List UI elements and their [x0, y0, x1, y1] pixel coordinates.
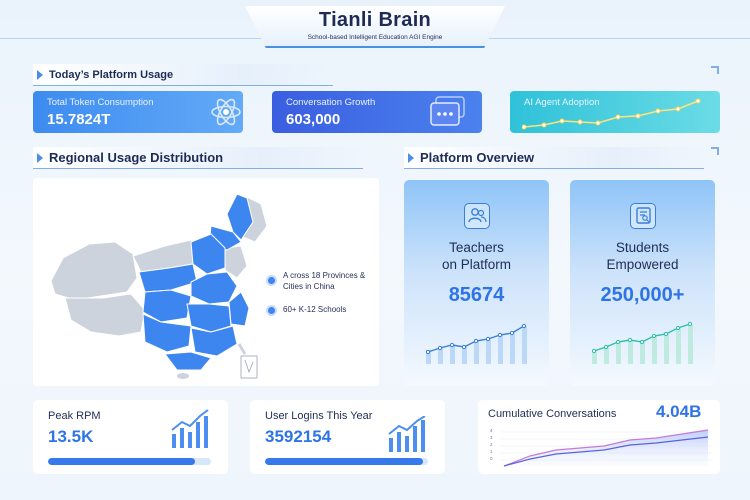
growth-bars-chart: [425, 323, 527, 364]
user-logins-card: User Logins This Year 3592154: [250, 400, 445, 474]
kpi-card-agent: AI Agent Adoption: [510, 91, 720, 133]
peak-rpm-value: 13.5K: [48, 427, 94, 446]
student-card-icon: [630, 203, 656, 229]
bar-chart-icon: [388, 416, 426, 452]
overview-value: 85674: [448, 284, 505, 306]
cumulative-conversations-card: Cumulative Conversations 4.04B 4 3 2 1 0: [478, 400, 720, 474]
regional-map-panel: A cross 18 Provinces & Cities in China 6…: [33, 178, 379, 386]
section-title-usage: Today’s Platform Usage: [33, 64, 333, 86]
header-plate: [245, 6, 505, 48]
cumulative-area-chart: [500, 429, 712, 467]
overview-value: 250,000+: [600, 284, 685, 306]
overview-title-line2: on Platform: [441, 257, 512, 272]
corner-decoration: [711, 147, 719, 155]
china-map: [50, 193, 268, 379]
kpi-card-conversation: Conversation Growth 603,000: [272, 91, 482, 133]
overview-title-line1: Teachers: [449, 240, 504, 255]
overview-title-line1: Students: [615, 240, 670, 255]
cumulative-value: 4.04B: [656, 402, 702, 421]
cumulative-label: Cumulative Conversations: [488, 408, 617, 420]
users-icon: [464, 203, 490, 229]
kpi-label: Total Token Consumption: [47, 97, 154, 108]
y-tick: 4: [490, 428, 493, 433]
user-logins-progress: [265, 458, 428, 465]
bar-chart-icon: [171, 409, 209, 448]
corner-decoration: [711, 66, 719, 74]
kpi-label: Conversation Growth: [286, 97, 376, 108]
overview-card-students: Students Empowered 250,000+: [570, 180, 715, 386]
chat-window-icon: [430, 96, 465, 126]
overview-title-line2: Empowered: [606, 257, 679, 272]
legend-dot: [268, 307, 275, 314]
kpi-card-token: Total Token Consumption 15.7824T: [33, 91, 243, 133]
y-tick: 2: [490, 442, 493, 447]
section-title-regional: Regional Usage Distribution: [33, 147, 363, 169]
page-title: Tianli Brain: [318, 9, 432, 31]
page-subtitle: School-based Intelligent Education AGI E…: [307, 34, 443, 41]
peak-rpm-label: Peak RPM: [48, 410, 101, 422]
legend-schools: 60+ K-12 Schools: [283, 305, 347, 314]
overview-card-teachers: Teachers on Platform 85674: [404, 180, 549, 386]
kpi-value: 15.7824T: [47, 111, 111, 128]
y-tick: 1: [490, 449, 493, 454]
y-tick: 0: [490, 456, 493, 461]
peak-rpm-card: Peak RPM 13.5K: [33, 400, 228, 474]
atom-icon: [211, 98, 241, 126]
legend-provinces: A cross 18 Provinces & Cities in China: [283, 271, 366, 291]
legend-dot: [268, 277, 275, 284]
kpi-label: AI Agent Adoption: [524, 97, 600, 108]
y-tick: 3: [490, 435, 493, 440]
growth-bars-chart: [591, 321, 693, 364]
kpi-value: 603,000: [286, 111, 341, 128]
trend-line-icon: [522, 98, 701, 130]
section-title-overview: Platform Overview: [404, 147, 704, 169]
user-logins-label: User Logins This Year: [265, 410, 373, 422]
user-logins-value: 3592154: [265, 427, 332, 446]
peak-rpm-progress: [48, 458, 211, 465]
